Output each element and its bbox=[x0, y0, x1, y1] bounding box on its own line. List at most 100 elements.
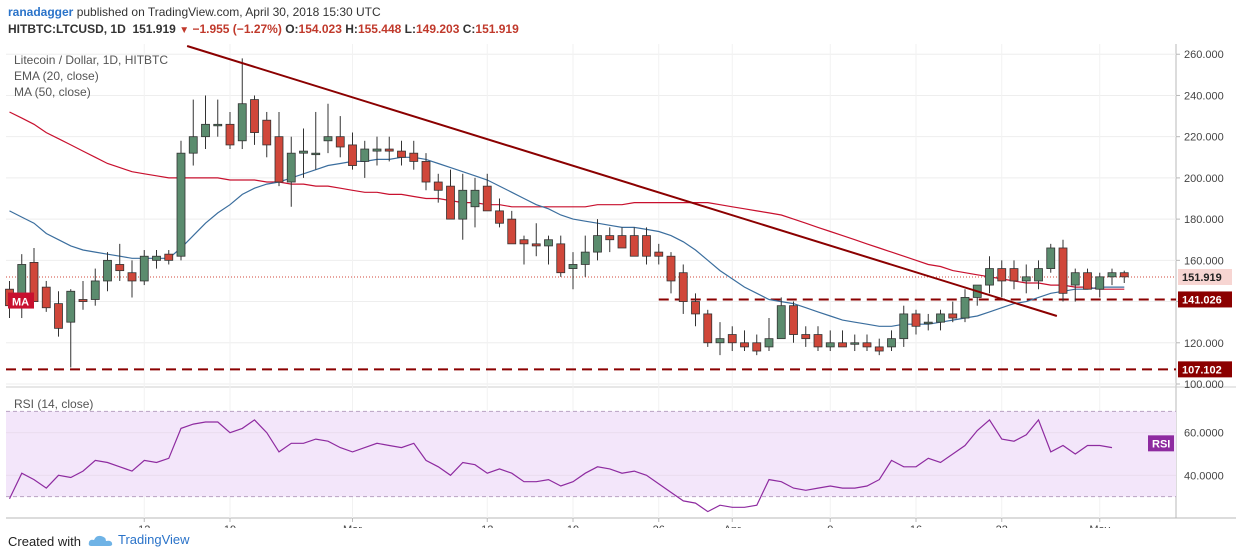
candle bbox=[776, 297, 786, 340]
rsi-badge: RSI bbox=[1148, 435, 1174, 452]
candle bbox=[176, 140, 186, 261]
candle-body bbox=[409, 152, 419, 162]
tradingview-brand-link[interactable]: TradingView bbox=[88, 532, 190, 548]
candle-body bbox=[862, 342, 872, 348]
chart-header: ranadagger published on TradingView.com,… bbox=[0, 0, 1236, 44]
date-tick-label: 19 bbox=[567, 524, 579, 528]
open-label: O: bbox=[285, 22, 299, 36]
candle bbox=[507, 210, 517, 245]
tradingview-cloud-icon bbox=[88, 535, 113, 546]
date-tick-label: 12 bbox=[138, 524, 150, 528]
candle bbox=[593, 219, 602, 261]
ma-tag-bg bbox=[8, 292, 34, 309]
candle-body bbox=[715, 338, 725, 344]
legend-rsi: RSI (14, close) bbox=[14, 397, 93, 411]
candle-body bbox=[237, 103, 247, 142]
candle bbox=[360, 140, 370, 178]
candle bbox=[519, 235, 529, 265]
legend-title: Litecoin / Dollar, 1D, HITBTC bbox=[14, 53, 168, 67]
candle bbox=[666, 252, 676, 294]
candle-body bbox=[421, 161, 431, 183]
price-tick-label: 180.000 bbox=[1184, 214, 1224, 226]
candle bbox=[213, 99, 223, 137]
candle-body bbox=[605, 235, 615, 241]
candle bbox=[727, 326, 737, 352]
price-chart[interactable]: 100.000120.000140.000160.000180.000200.0… bbox=[0, 44, 1236, 528]
candle-body bbox=[531, 243, 541, 247]
candle-body bbox=[654, 251, 664, 257]
candle-body bbox=[642, 235, 651, 257]
candle bbox=[482, 173, 492, 212]
last-price-value: 151.919 bbox=[132, 22, 176, 36]
candle-body bbox=[960, 297, 970, 319]
candle bbox=[801, 326, 811, 347]
candle bbox=[66, 289, 76, 368]
candle bbox=[1009, 260, 1019, 290]
candle-body bbox=[66, 290, 76, 323]
candle-body bbox=[887, 338, 896, 348]
ma50-line bbox=[9, 111, 1125, 290]
candle bbox=[838, 330, 847, 348]
candle-body bbox=[1021, 276, 1031, 282]
candle bbox=[899, 305, 909, 347]
price-tick-label: 100.000 bbox=[1184, 379, 1224, 391]
candle-body bbox=[360, 148, 370, 162]
footer: Created with TradingView bbox=[0, 528, 1236, 558]
candle-body bbox=[1058, 247, 1068, 294]
candle-body bbox=[666, 255, 676, 282]
candle-body bbox=[311, 152, 321, 156]
candle-body bbox=[1046, 247, 1056, 269]
price-tick-label: 220.000 bbox=[1184, 132, 1224, 144]
candle bbox=[115, 243, 125, 281]
candle bbox=[654, 243, 664, 265]
candle bbox=[752, 334, 762, 356]
candle bbox=[874, 338, 884, 356]
candle-body bbox=[225, 123, 235, 146]
candle-body bbox=[776, 305, 786, 340]
candle bbox=[335, 116, 345, 158]
price-tick-label: 240.000 bbox=[1184, 90, 1224, 102]
level-price-tag: 141.026 bbox=[1178, 291, 1232, 308]
candle-body bbox=[727, 334, 737, 344]
candle-body bbox=[335, 136, 345, 148]
candle-body bbox=[556, 243, 566, 274]
ma-tag: MA bbox=[8, 292, 34, 309]
candle-body bbox=[1070, 272, 1080, 286]
candle bbox=[580, 235, 590, 277]
level-price-tag: 107.102 bbox=[1178, 361, 1232, 378]
close-label: C: bbox=[462, 22, 476, 36]
candle-body bbox=[911, 313, 921, 327]
author-link[interactable]: ranadagger bbox=[8, 5, 74, 19]
symbol-label: HITBTC:LTCUSD, 1D bbox=[8, 22, 126, 36]
candle-body bbox=[740, 342, 749, 348]
ohlc-line: HITBTC:LTCUSD, 1D 151.919 ▼ −1.955 (−1.2… bbox=[8, 22, 519, 36]
candle bbox=[629, 227, 639, 257]
candle-body bbox=[188, 136, 198, 154]
down-arrow-icon: ▼ bbox=[179, 25, 190, 36]
candle bbox=[433, 173, 443, 203]
candle-body bbox=[629, 235, 639, 257]
high-value: 155.448 bbox=[357, 22, 402, 36]
candle-body bbox=[691, 301, 700, 315]
candle bbox=[887, 330, 896, 352]
candle bbox=[262, 111, 272, 158]
candle-body bbox=[507, 218, 517, 245]
change-value: −1.955 (−1.27%) bbox=[192, 22, 282, 36]
candle-body bbox=[580, 251, 590, 265]
price-tick-label: 200.000 bbox=[1184, 173, 1224, 185]
candle-body bbox=[323, 136, 333, 142]
created-with-label: Created with bbox=[8, 534, 81, 549]
close-value: 151.919 bbox=[475, 22, 519, 36]
candle bbox=[127, 260, 137, 298]
candle bbox=[948, 301, 958, 323]
candle bbox=[813, 326, 823, 352]
candle bbox=[139, 250, 149, 286]
price-tick-label: 160.000 bbox=[1184, 255, 1224, 267]
candle bbox=[911, 309, 921, 335]
candle bbox=[90, 268, 100, 306]
date-tick-label: Apr bbox=[724, 524, 741, 528]
published-text: published on TradingView.com, April 30, … bbox=[76, 5, 381, 19]
candle bbox=[764, 318, 774, 352]
level-price-tag-text: 141.026 bbox=[1182, 294, 1222, 306]
candle bbox=[201, 95, 210, 150]
